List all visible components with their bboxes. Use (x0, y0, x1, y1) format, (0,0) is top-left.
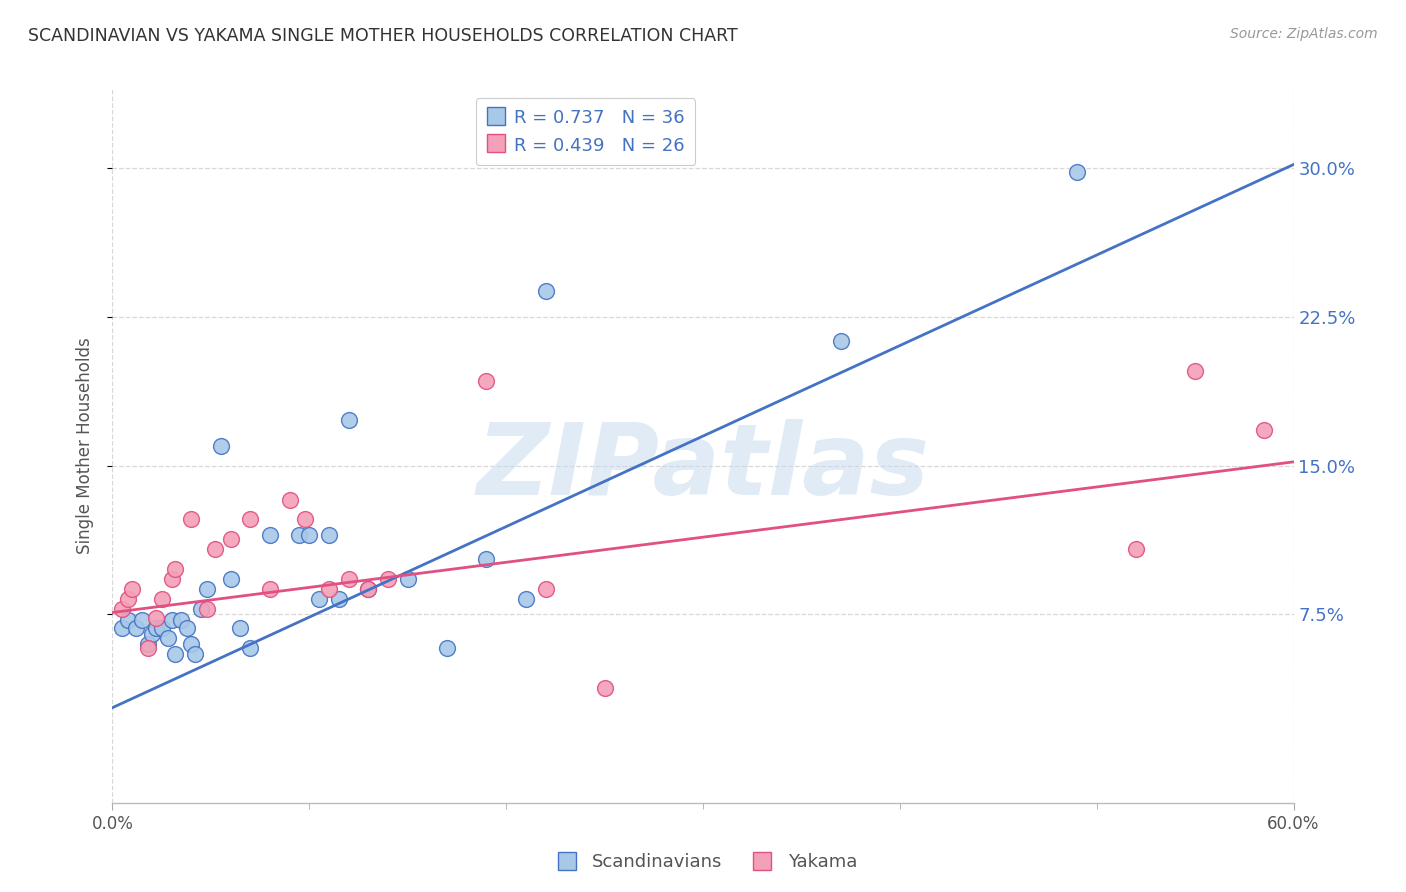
Point (534, 285, 557, 299)
Point (204, 542, 226, 557)
Point (298, 528, 321, 542)
Point (593, 681, 616, 695)
Point (1066, 165, 1088, 179)
Point (111, 621, 134, 635)
Point (259, 528, 281, 542)
Point (515, 591, 537, 606)
Point (436, 641, 458, 656)
Point (357, 582, 380, 596)
Point (141, 627, 163, 641)
Point (288, 528, 311, 542)
Point (294, 512, 316, 526)
Point (111, 601, 134, 615)
Point (117, 591, 139, 606)
Point (156, 632, 179, 646)
Point (184, 647, 207, 661)
Y-axis label: Single Mother Households: Single Mother Households (76, 338, 94, 554)
Legend: Scandinavians, Yakama: Scandinavians, Yakama (541, 847, 865, 879)
Point (150, 591, 173, 606)
Point (239, 512, 262, 526)
Point (219, 532, 242, 546)
Point (475, 374, 498, 388)
Point (145, 611, 167, 625)
Point (278, 492, 301, 507)
Point (318, 528, 340, 542)
Point (337, 572, 360, 586)
Point (195, 601, 218, 615)
Point (165, 647, 187, 661)
Text: SCANDINAVIAN VS YAKAMA SINGLE MOTHER HOUSEHOLDS CORRELATION CHART: SCANDINAVIAN VS YAKAMA SINGLE MOTHER HOU… (28, 27, 738, 45)
Point (150, 621, 173, 635)
Point (136, 637, 159, 651)
Point (131, 614, 153, 628)
Point (239, 641, 262, 656)
Point (160, 614, 183, 628)
Point (308, 591, 330, 606)
Point (176, 621, 198, 635)
Point (328, 591, 350, 606)
Point (180, 637, 202, 651)
Point (121, 582, 143, 596)
Point (145, 621, 167, 635)
Point (396, 572, 419, 586)
Point (180, 512, 202, 526)
Point (830, 334, 852, 348)
Point (195, 582, 218, 596)
Point (534, 582, 557, 596)
Text: ZIPatlas: ZIPatlas (477, 419, 929, 516)
Point (117, 614, 139, 628)
Point (1125, 542, 1147, 557)
Point (219, 572, 242, 586)
Point (377, 572, 399, 586)
Point (229, 621, 252, 635)
Point (318, 582, 340, 596)
Point (136, 641, 159, 656)
Point (259, 582, 281, 596)
Point (1253, 423, 1275, 437)
Point (357, 582, 380, 596)
Point (170, 614, 193, 628)
Point (209, 439, 232, 453)
Point (337, 413, 360, 427)
Point (160, 572, 183, 586)
Point (125, 621, 148, 635)
Point (165, 562, 187, 576)
Point (1184, 364, 1206, 378)
Point (475, 552, 498, 566)
Point (190, 601, 212, 615)
Legend: R = 0.737   N = 36, R = 0.439   N = 26: R = 0.737 N = 36, R = 0.439 N = 26 (475, 98, 695, 165)
Text: Source: ZipAtlas.com: Source: ZipAtlas.com (1230, 27, 1378, 41)
